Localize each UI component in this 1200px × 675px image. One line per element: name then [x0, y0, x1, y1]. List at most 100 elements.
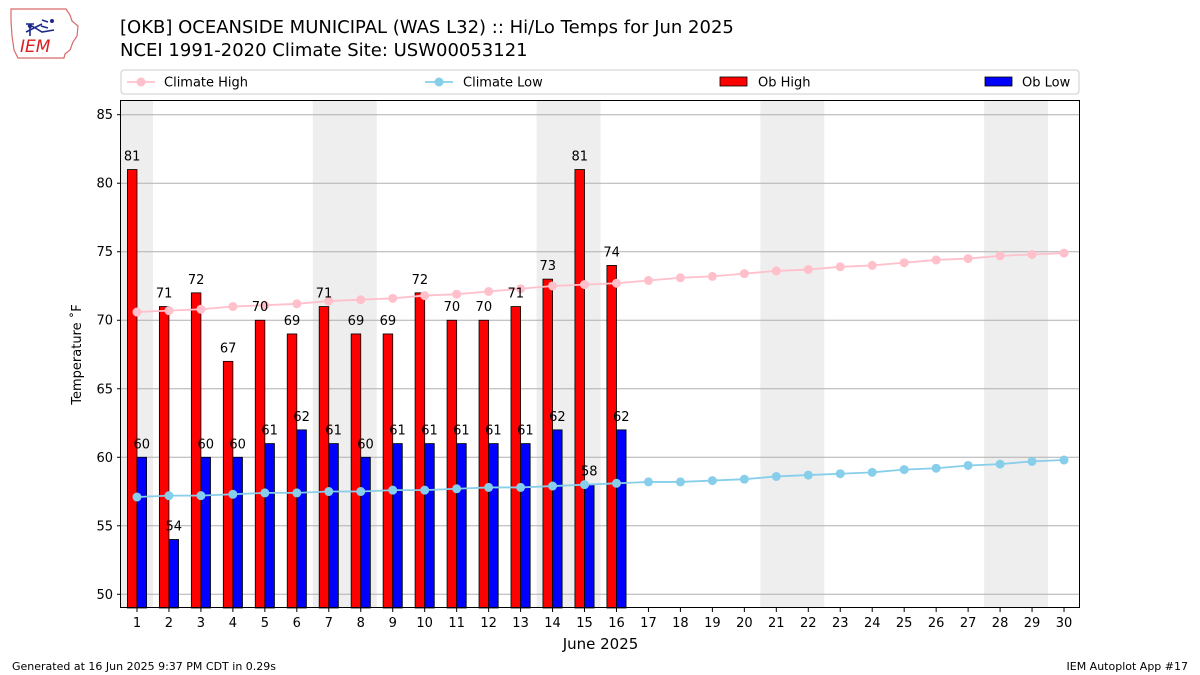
ob-high-label: 67 [220, 341, 237, 356]
ob-low-label: 60 [229, 437, 246, 452]
ob-high-bar [606, 265, 617, 609]
climate-high-point [675, 273, 685, 283]
iowa-outline-icon [10, 8, 79, 59]
ob-low-bar [328, 443, 339, 609]
ob-low-label: 54 [165, 519, 182, 534]
ob-low-bar [552, 429, 563, 609]
ob-high-label: 70 [252, 300, 269, 315]
ob-low-bar [456, 443, 467, 609]
x-axis-label: June 2025 [562, 635, 639, 653]
chart-subtitle: NCEI 1991-2020 Climate Site: USW00053121 [120, 40, 528, 61]
climate-high-point [803, 265, 813, 275]
climate-high-point [931, 255, 941, 265]
climate-high-point [356, 295, 366, 305]
climate-high-point [611, 278, 621, 288]
x-tick-label: 9 [389, 616, 397, 631]
ob-low-bar [584, 484, 595, 609]
climate-high-point [132, 307, 142, 317]
ob-high-bar [382, 333, 394, 609]
ob-high-bar [350, 333, 362, 609]
climate-high-point [739, 269, 749, 279]
climate-high-point [516, 284, 526, 294]
climate-high-point [707, 271, 717, 281]
ob-high-bar [126, 169, 138, 609]
climate-high-point [899, 258, 909, 268]
x-tick-label: 22 [800, 616, 817, 631]
ob-high-label: 71 [156, 287, 173, 302]
x-tick-label: 20 [736, 616, 753, 631]
climate-low-point [196, 491, 206, 501]
legend-climate-low-label: Climate Low [463, 76, 543, 91]
climate-low-point [548, 481, 558, 491]
ob-high-label: 71 [508, 287, 525, 302]
climate-high-point [580, 280, 590, 290]
weekend-band [984, 101, 1049, 608]
ob-low-label: 60 [197, 437, 214, 452]
x-tick-label: 23 [832, 616, 849, 631]
legend: Climate High Climate Low Ob High Ob Low [120, 69, 1080, 95]
ob-high-label: 71 [316, 287, 333, 302]
ob-high-label: 70 [476, 300, 493, 315]
climate-high-point [995, 251, 1005, 261]
x-tick-label: 24 [864, 616, 881, 631]
ob-low-label: 61 [517, 424, 534, 439]
plot-frame [120, 100, 1080, 608]
ob-low-label: 62 [613, 410, 630, 425]
climate-high-point [164, 306, 174, 316]
ob-low-label: 61 [421, 424, 438, 439]
x-tick-label: 5 [261, 616, 269, 631]
climate-high-point [867, 260, 877, 270]
climate-high-point [548, 281, 558, 291]
x-tick-label: 27 [960, 616, 977, 631]
iem-logo: IEM [10, 8, 79, 59]
ob-low-bar [168, 539, 179, 609]
climate-high-point [292, 299, 302, 309]
x-tick-label: 26 [928, 616, 945, 631]
climate-low-point [611, 478, 621, 488]
x-tick-label: 30 [1056, 616, 1073, 631]
x-tick-label: 18 [672, 616, 689, 631]
logo-text: IEM [20, 37, 51, 57]
legend-ob-high-label: Ob High [758, 76, 811, 91]
climate-low-point [324, 487, 334, 497]
ob-high-bar [286, 333, 298, 609]
x-tick-label: 3 [197, 616, 205, 631]
x-tick-label: 7 [325, 616, 333, 631]
y-tick-label: 65 [96, 382, 113, 397]
climate-high-point [324, 296, 334, 306]
y-tick-label: 75 [96, 245, 113, 260]
chart-title: [OKB] OCEANSIDE MUNICIPAL (WAS L32) :: H… [120, 17, 734, 38]
app-credit: IEM Autoplot App #17 [1066, 660, 1189, 673]
ob-low-label: 61 [325, 424, 342, 439]
ob-high-bar [254, 319, 266, 609]
x-tick-label: 12 [480, 616, 497, 631]
climate-low-line [136, 459, 1065, 498]
climate-high-line [136, 252, 1065, 313]
ob-low-bar [264, 443, 275, 609]
x-tick-label: 6 [293, 616, 301, 631]
ob-high-label: 72 [188, 273, 205, 288]
climate-low-point [132, 492, 142, 502]
ob-low-bar [360, 456, 371, 609]
x-tick-label: 15 [576, 616, 593, 631]
x-tick-label: 13 [512, 616, 529, 631]
x-tick-label: 17 [640, 616, 657, 631]
ob-low-label: 60 [134, 437, 151, 452]
climate-low-point [995, 459, 1005, 469]
ob-high-bar [446, 319, 458, 609]
ob-low-bar [520, 443, 531, 609]
x-tick-label: 10 [416, 616, 433, 631]
y-tick-label: 60 [96, 451, 113, 466]
y-tick-label: 70 [96, 314, 113, 329]
ob-high-bar [542, 278, 553, 609]
climate-high-point [388, 293, 398, 303]
climate-low-point [835, 469, 845, 479]
climate-low-point [867, 467, 877, 477]
climate-high-point [1027, 249, 1037, 259]
ob-high-label: 74 [603, 245, 620, 260]
ob-high-label: 69 [284, 314, 301, 329]
climate-high-point [835, 262, 845, 272]
ob-high-label: 72 [412, 273, 429, 288]
ob-high-bar [318, 306, 330, 609]
